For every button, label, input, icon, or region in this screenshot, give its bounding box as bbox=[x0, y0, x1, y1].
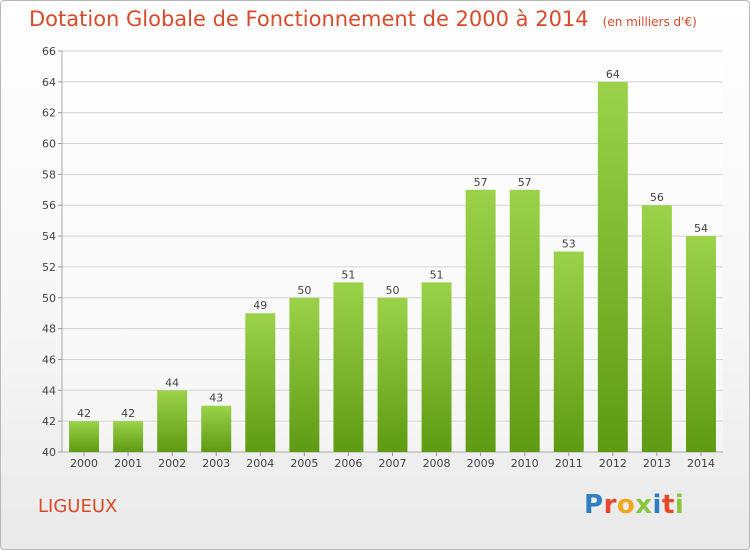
x-tick-label: 2006 bbox=[334, 457, 362, 470]
y-tick-label: 52 bbox=[42, 261, 56, 274]
y-tick-label: 48 bbox=[42, 323, 56, 336]
x-tick-label: 2001 bbox=[114, 457, 142, 470]
y-tick-label: 62 bbox=[42, 107, 56, 120]
bar-value-label: 44 bbox=[165, 376, 179, 389]
bar bbox=[69, 421, 100, 452]
y-tick-label: 54 bbox=[42, 230, 56, 243]
x-tick-label: 2008 bbox=[423, 457, 451, 470]
x-tick-label: 2011 bbox=[555, 457, 583, 470]
bar bbox=[333, 282, 364, 452]
bar bbox=[289, 297, 320, 452]
proxiti-logo: Proxiti bbox=[584, 490, 685, 520]
commune-name: LIGUEUX bbox=[38, 496, 118, 517]
bar-value-label: 49 bbox=[253, 299, 267, 312]
y-tick-label: 46 bbox=[42, 353, 56, 366]
bar-value-label: 57 bbox=[518, 176, 532, 189]
y-tick-label: 56 bbox=[42, 199, 56, 212]
y-tick-label: 60 bbox=[42, 138, 56, 151]
x-tick-label: 2005 bbox=[290, 457, 318, 470]
bar bbox=[245, 313, 276, 452]
bar bbox=[465, 189, 496, 453]
bar bbox=[685, 236, 716, 452]
bar bbox=[113, 421, 144, 452]
chart-unit: (en milliers d'€) bbox=[602, 15, 697, 29]
y-tick-label: 64 bbox=[42, 76, 56, 89]
y-tick-label: 42 bbox=[42, 415, 56, 428]
bar-value-label: 56 bbox=[650, 191, 664, 204]
bar-value-label: 54 bbox=[694, 222, 708, 235]
chart-title: Dotation Globale de Fonctionnement de 20… bbox=[29, 7, 697, 31]
y-tick-label: 50 bbox=[42, 292, 56, 305]
bar bbox=[641, 205, 672, 452]
x-tick-label: 2012 bbox=[599, 457, 627, 470]
bar-value-label: 43 bbox=[209, 392, 223, 405]
bar bbox=[421, 282, 452, 452]
x-tick-label: 2000 bbox=[70, 457, 98, 470]
y-tick-label: 58 bbox=[42, 168, 56, 181]
bar-value-label: 57 bbox=[474, 176, 488, 189]
bar-value-label: 42 bbox=[121, 407, 135, 420]
bar-value-label: 64 bbox=[606, 68, 620, 81]
bar-value-label: 50 bbox=[386, 284, 400, 297]
y-tick-label: 40 bbox=[42, 446, 56, 459]
bar-value-label: 51 bbox=[341, 268, 355, 281]
bar bbox=[597, 81, 628, 452]
x-tick-label: 2014 bbox=[687, 457, 715, 470]
x-tick-label: 2004 bbox=[246, 457, 274, 470]
bar-value-label: 51 bbox=[430, 268, 444, 281]
bar bbox=[553, 251, 584, 452]
x-tick-label: 2013 bbox=[643, 457, 671, 470]
x-tick-label: 2002 bbox=[158, 457, 186, 470]
x-tick-label: 2007 bbox=[379, 457, 407, 470]
y-tick-label: 66 bbox=[42, 45, 56, 58]
chart-title-text: Dotation Globale de Fonctionnement de 20… bbox=[29, 7, 589, 31]
bar-value-label: 53 bbox=[562, 238, 576, 251]
bar-value-label: 50 bbox=[297, 284, 311, 297]
bar bbox=[377, 297, 408, 452]
x-tick-label: 2009 bbox=[467, 457, 495, 470]
x-tick-label: 2003 bbox=[202, 457, 230, 470]
y-tick-label: 44 bbox=[42, 384, 56, 397]
bar bbox=[509, 189, 540, 453]
x-tick-label: 2010 bbox=[511, 457, 539, 470]
bar-value-label: 42 bbox=[77, 407, 91, 420]
bar bbox=[201, 405, 232, 452]
bar bbox=[157, 390, 188, 452]
